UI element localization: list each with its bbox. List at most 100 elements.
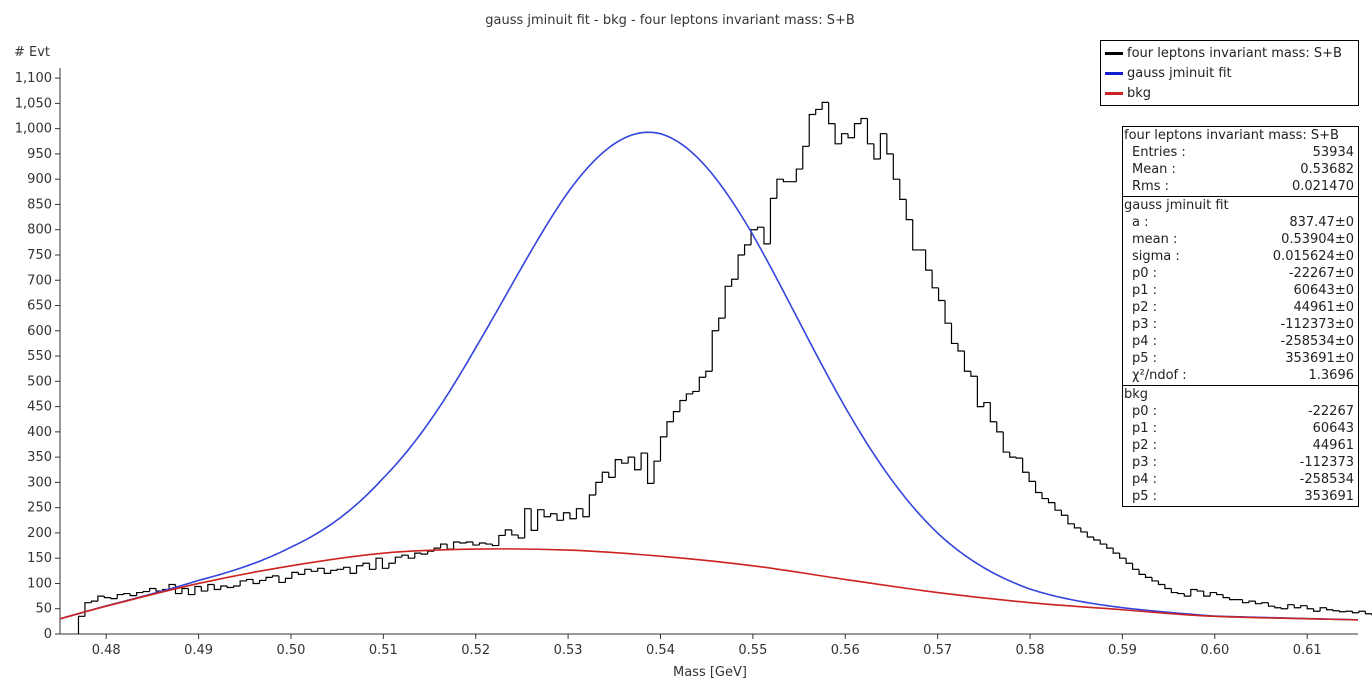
stats-row: p2 : 44961±0 (1123, 299, 1358, 316)
histogram-bin (562, 512, 570, 521)
histogram-bin (950, 323, 958, 345)
stats-row: p1 : 60643 (1123, 420, 1358, 437)
x-axis-label: Mass [GeV] (673, 665, 747, 680)
histogram-bin (731, 278, 739, 287)
histogram-bin (1261, 602, 1269, 604)
histogram-bin (77, 615, 85, 634)
histogram-bin (414, 552, 422, 559)
stats-value: 0.53682 (1300, 162, 1354, 177)
stats-row: p5 : 353691±0 (1123, 350, 1358, 367)
histogram-bin (181, 587, 189, 594)
histogram-bin (569, 512, 577, 520)
background-curve (59, 548, 1359, 621)
histogram-bin (763, 227, 771, 245)
legend-swatch-bkg (1105, 91, 1123, 95)
histogram-bin (976, 376, 984, 408)
histogram-bin (1015, 457, 1023, 459)
histogram-bin (1190, 588, 1198, 597)
histogram-bin (440, 543, 448, 549)
chart-title: gauss jminuit fit - bkg - four leptons i… (485, 13, 855, 28)
histogram-bin (1209, 591, 1217, 597)
x-tick-label: 0.56 (831, 643, 860, 658)
stats-label: Entries : (1132, 145, 1186, 160)
stats-row: χ²/ndof : 1.3696 (1123, 367, 1358, 384)
x-tick-label: 0.49 (184, 643, 213, 658)
y-tick-label: 600 (27, 324, 52, 339)
x-tick-label: 0.51 (369, 643, 398, 658)
histogram-bin (304, 568, 312, 575)
y-tick-label: 0 (44, 627, 52, 642)
histogram-bin (970, 371, 978, 377)
histogram-bin (886, 133, 894, 155)
histogram-bin (1280, 607, 1288, 610)
stats-label: p0 : (1132, 266, 1158, 281)
histogram-bin (524, 508, 532, 538)
histogram-bin (446, 544, 454, 550)
histogram-bin (375, 557, 383, 570)
histogram-bin (213, 584, 221, 591)
y-tick-label: 300 (27, 475, 52, 490)
histogram-bin (957, 343, 965, 352)
histogram-bin (504, 529, 512, 536)
x-tick-label: 0.55 (738, 643, 767, 658)
histogram-bin (1364, 611, 1372, 615)
histogram-bin (246, 578, 254, 581)
x-tick-label: 0.59 (1108, 643, 1137, 658)
histogram-bin (1028, 472, 1036, 482)
stats-value: -112373 (1299, 455, 1354, 470)
histogram-bin (1157, 580, 1165, 586)
histogram-bin (1196, 589, 1204, 592)
stats-value: 353691±0 (1285, 351, 1354, 366)
histogram-bin (1177, 592, 1185, 595)
histogram-bin (1073, 523, 1081, 529)
histogram-bin (1203, 591, 1211, 597)
stats-value: 0.53904±0 (1281, 232, 1354, 247)
histogram-bin (1287, 604, 1295, 609)
x-tick-label: 0.52 (461, 643, 490, 658)
histogram-bin (1086, 531, 1094, 538)
y-tick-label: 500 (27, 374, 52, 389)
histogram-bin (989, 402, 997, 423)
histogram-bin (1151, 577, 1159, 582)
histogram-bin (1041, 492, 1049, 500)
histogram-bin (905, 199, 913, 221)
x-tick-label: 0.54 (646, 643, 675, 658)
histogram-bin (653, 460, 661, 484)
stats-value: -22267±0 (1288, 266, 1354, 281)
histogram-bin (485, 543, 493, 545)
histogram-bin (1183, 593, 1191, 597)
histogram-bin (110, 597, 118, 600)
histogram-bin (511, 529, 519, 536)
y-tick-label: 1,000 (15, 122, 52, 137)
y-tick-label: 1,050 (15, 96, 52, 111)
histogram-bin (782, 179, 790, 183)
histogram-bin (1300, 605, 1308, 608)
stats-label: p3 : (1132, 455, 1158, 470)
histogram-bin (815, 108, 823, 115)
stats-label: p2 : (1132, 300, 1158, 315)
stats-row: Entries : 53934 (1123, 144, 1358, 161)
histogram-bin (517, 534, 525, 539)
histogram-bin (595, 481, 603, 496)
histogram-bin (963, 351, 971, 372)
histogram-bin (90, 600, 98, 603)
stats-row: mean : 0.53904±0 (1123, 231, 1358, 248)
histogram-bin (498, 534, 506, 546)
histogram-bin (1106, 544, 1114, 549)
stats-value: 53934 (1312, 145, 1354, 160)
histogram-bin (330, 569, 338, 574)
histogram-bin (808, 113, 816, 147)
histogram-bin (737, 254, 745, 280)
histogram-bin (912, 219, 920, 251)
histogram-bin (1216, 592, 1224, 596)
histogram-bin (1009, 452, 1017, 458)
stats-value: 44961±0 (1293, 300, 1354, 315)
stats-row: Rms : 0.021470 (1123, 178, 1358, 195)
histogram-bin (621, 459, 629, 464)
histogram-bin (718, 317, 726, 331)
stats-box: four leptons invariant mass: S+B Entries … (1122, 126, 1359, 507)
legend-label-fit: gauss jminuit fit (1127, 65, 1232, 81)
histogram-bin (1067, 515, 1075, 525)
histogram-bin (1002, 431, 1010, 453)
